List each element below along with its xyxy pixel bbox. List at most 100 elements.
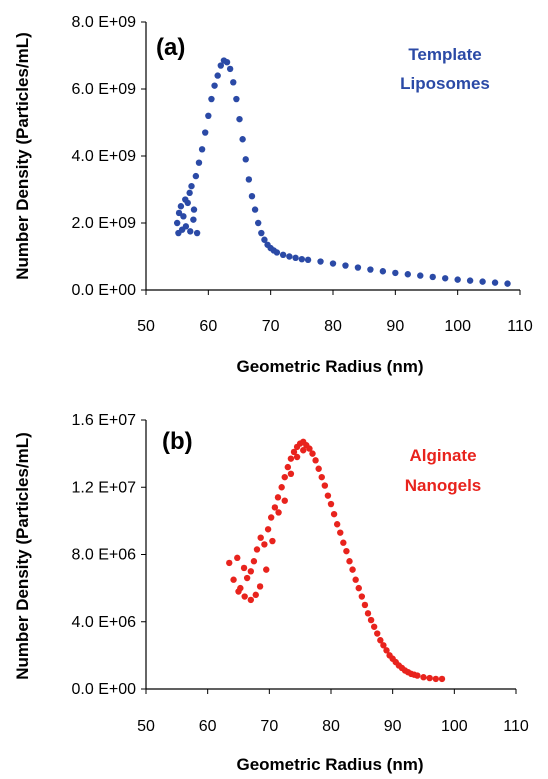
data-point-b xyxy=(243,574,251,582)
x-tick-label-a: 70 xyxy=(262,318,280,335)
data-point-a xyxy=(177,203,185,210)
data-point-b xyxy=(256,583,264,590)
y-axis-title-a: Number Density (Particles/mL) xyxy=(13,32,32,280)
data-point-a xyxy=(198,146,206,153)
data-point-a xyxy=(248,193,256,200)
panel-label-a: (a) xyxy=(156,34,185,61)
legend-line-1-b: Alginate xyxy=(409,446,476,465)
data-point-b xyxy=(309,450,316,457)
data-point-a xyxy=(417,272,424,279)
y-tick-label-a: 8.0 E+09 xyxy=(72,14,137,31)
data-point-b xyxy=(355,584,362,592)
data-point-b xyxy=(352,576,359,583)
tick-group-b: 0.0 E+00 4.0 E+06 8.0 E+06 1.2 E+07 1.6 E+07… xyxy=(72,412,529,735)
x-tick-label-a: 110 xyxy=(507,318,533,335)
data-point-b xyxy=(370,623,378,630)
data-point-b xyxy=(318,473,325,481)
data-point-a xyxy=(192,172,200,180)
data-point-b xyxy=(235,588,242,595)
data-point-a xyxy=(239,136,246,143)
data-point-b xyxy=(250,558,258,565)
y-tick-label-b: 1.6 E+07 xyxy=(72,412,137,429)
data-point-b xyxy=(281,473,288,481)
data-point-b xyxy=(432,675,440,683)
data-point-b xyxy=(364,610,372,617)
data-point-a xyxy=(182,223,190,230)
data-point-a xyxy=(317,258,324,265)
chart-panel-a: (a) Template Liposomes 0.0 E+00 2.0 E+09 4… xyxy=(13,14,533,376)
data-point-b xyxy=(261,541,268,548)
data-point-b xyxy=(274,494,282,501)
y-tick-label-a: 4.0 E+09 xyxy=(72,148,137,165)
data-point-a xyxy=(286,253,293,260)
x-axis-title-a: Geometric Radius (nm) xyxy=(236,357,423,376)
data-point-b xyxy=(349,566,356,573)
x-tick-label-a: 80 xyxy=(324,318,342,335)
data-point-a xyxy=(491,279,499,286)
data-point-a xyxy=(261,236,268,243)
data-point-a xyxy=(354,264,362,271)
y-tick-label-b: 1.2 E+07 xyxy=(72,479,137,496)
data-point-a xyxy=(175,209,183,217)
x-tick-label-b: 80 xyxy=(322,718,340,735)
data-point-a xyxy=(379,268,387,275)
data-point-b xyxy=(330,510,338,518)
y-tick-label-b: 0.0 E+00 xyxy=(72,681,137,698)
data-point-b xyxy=(226,559,233,567)
data-point-a xyxy=(392,269,399,277)
data-point-a xyxy=(217,62,224,69)
data-point-b xyxy=(247,596,255,604)
data-point-b xyxy=(271,504,279,511)
data-point-b xyxy=(278,484,285,491)
data-point-b xyxy=(315,465,322,472)
data-point-a xyxy=(211,82,218,89)
data-point-b xyxy=(321,482,329,489)
data-point-b xyxy=(263,566,270,573)
mark-group-a xyxy=(173,57,511,287)
data-point-a xyxy=(245,176,253,183)
data-point-a xyxy=(329,260,337,267)
data-point-a xyxy=(223,59,231,66)
x-tick-label-b: 70 xyxy=(260,718,278,735)
data-point-a xyxy=(202,129,209,136)
data-point-b xyxy=(426,674,433,682)
data-point-a xyxy=(236,115,243,123)
y-tick-label-a: 0.0 E+00 xyxy=(72,282,137,299)
data-point-b xyxy=(293,453,301,461)
data-point-b xyxy=(306,445,313,452)
data-point-b xyxy=(324,492,332,499)
data-point-a xyxy=(442,275,449,282)
data-point-b xyxy=(241,593,248,600)
data-point-a xyxy=(479,278,486,285)
data-point-b xyxy=(281,497,288,504)
data-point-a xyxy=(504,280,511,287)
data-point-a xyxy=(304,256,312,264)
data-point-b xyxy=(284,463,292,471)
data-point-a xyxy=(292,254,299,262)
x-tick-label-b: 90 xyxy=(384,718,402,735)
data-point-b xyxy=(230,576,237,583)
data-point-b xyxy=(367,616,375,624)
data-point-b xyxy=(343,547,350,555)
chart-panel-b: (b) Alginate Nanogels 0.0 E+00 4.0 E+06 8.… xyxy=(13,412,529,774)
data-point-b xyxy=(257,534,264,541)
x-tick-label-b: 100 xyxy=(441,718,468,735)
legend-line-2-a: Liposomes xyxy=(400,74,490,93)
data-point-b xyxy=(358,593,366,600)
data-point-b xyxy=(374,630,381,637)
data-point-b xyxy=(312,457,319,464)
x-tick-label-a: 60 xyxy=(199,318,217,335)
data-point-a xyxy=(429,273,436,281)
data-point-b xyxy=(346,558,353,565)
y-tick-label-b: 4.0 E+06 xyxy=(72,614,137,631)
data-point-a xyxy=(193,229,201,237)
data-point-a xyxy=(226,65,234,73)
data-point-b xyxy=(240,564,248,572)
data-point-a xyxy=(190,216,197,223)
data-point-a xyxy=(233,95,240,103)
data-point-b xyxy=(247,568,255,575)
x-tick-label-b: 60 xyxy=(199,718,217,735)
data-point-a xyxy=(173,219,181,227)
x-tick-label-a: 100 xyxy=(444,318,471,335)
